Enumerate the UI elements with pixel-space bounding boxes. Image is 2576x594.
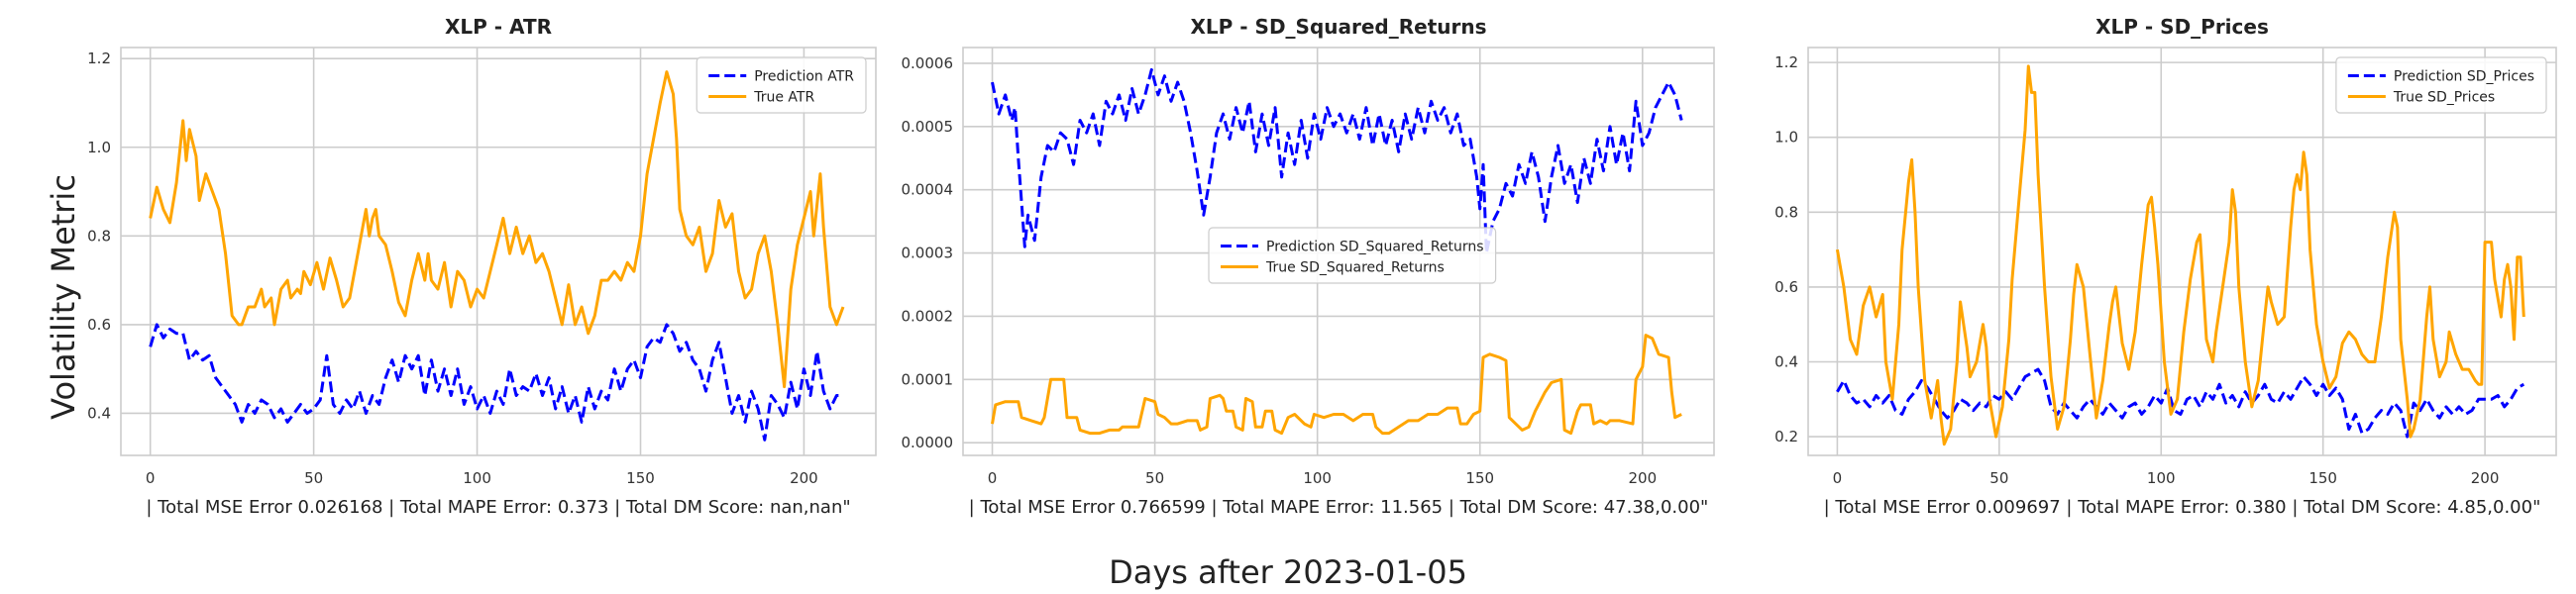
legend-box: [2335, 56, 2547, 114]
y-tick-label: 0.8: [1774, 203, 1798, 221]
plot-frame: [1807, 47, 2557, 456]
x-tick-label: 0: [1833, 469, 1843, 487]
y-tick-label: 0.8: [87, 227, 111, 245]
x-tick-label: 50: [1989, 469, 2008, 487]
x-axis-label: | Total MSE Error 0.009697 | Total MAPE …: [1824, 497, 2541, 518]
y-tick-label: 1.0: [1774, 129, 1798, 147]
x-tick-label: 0: [146, 469, 156, 487]
figure-x-axis-label: Days after 2023-01-05: [1109, 553, 1467, 591]
y-tick-label: 0.0002: [902, 307, 954, 325]
legend-label: True SD_Prices: [2393, 90, 2495, 106]
figure-y-axis-label: Volatility Metric: [45, 174, 82, 420]
series-line-prediction: [991, 67, 1683, 255]
y-tick-label: 0.0001: [902, 370, 954, 388]
x-tick-label: 100: [463, 469, 491, 487]
legend: Prediction ATR True ATR: [696, 56, 867, 114]
legend: Prediction SD_Squared_Returns True SD_Squ…: [1208, 227, 1497, 284]
legend-label: Prediction SD_Squared_Returns: [1266, 240, 1484, 255]
y-tick-label: 0.0003: [902, 245, 954, 262]
series-line-true: [991, 334, 1682, 436]
plot-frame: [120, 47, 877, 456]
legend-box: [696, 56, 867, 114]
chart-title: XLP - ATR: [445, 15, 552, 39]
x-tick-label: 50: [304, 469, 323, 487]
y-tick-label: 0.0000: [902, 434, 954, 451]
x-tick-label: 0: [988, 469, 998, 487]
series-line-true: [1835, 64, 2525, 446]
legend-label: True ATR: [753, 90, 814, 106]
legend-box: [1208, 227, 1497, 284]
y-tick-label: 1.2: [1774, 53, 1798, 71]
plot-frame: [962, 47, 1715, 456]
chart-panel-atr: 0 50 100 150 200 0.4 0.6 0.8 1.0 1.2 XLP - ATR | To…: [87, 15, 877, 518]
chart-panel-sd-squared-returns: 0 50 100 150 200 0.0000 0.0001 0.0002 0.0003 0.00…: [902, 15, 1715, 518]
series-line-true: [149, 70, 845, 389]
chart-panel-sd-prices: 0 50 100 150 200 0.2 0.4 0.6 0.8 1.0 1.2 XLP - SD_P…: [1774, 15, 2557, 518]
x-axis-label: | Total MSE Error 0.026168 | Total MAPE …: [146, 497, 850, 518]
legend-label: Prediction SD_Prices: [2394, 69, 2534, 85]
x-tick-label: 150: [1465, 469, 1494, 487]
x-tick-label: 200: [1628, 469, 1657, 487]
x-tick-label: 200: [790, 469, 818, 487]
y-tick-label: 0.0006: [902, 54, 954, 72]
y-tick-label: 1.2: [87, 50, 111, 67]
series-line-prediction: [1836, 367, 2525, 439]
y-tick-label: 0.4: [87, 404, 111, 422]
y-tick-label: 0.6: [1774, 278, 1798, 296]
x-tick-label: 100: [2147, 469, 2176, 487]
legend-label: Prediction ATR: [754, 69, 854, 85]
x-tick-label: 100: [1303, 469, 1332, 487]
x-tick-label: 150: [2308, 469, 2337, 487]
x-tick-label: 50: [1145, 469, 1164, 487]
legend: Prediction SD_Prices True SD_Prices: [2335, 56, 2547, 114]
chart-title: XLP - SD_Squared_Returns: [1190, 15, 1486, 39]
y-tick-label: 0.0005: [902, 118, 954, 136]
y-tick-label: 0.0004: [902, 181, 954, 199]
plot-area: [121, 48, 876, 455]
x-axis-label: | Total MSE Error 0.766599 | Total MAPE …: [969, 497, 1709, 518]
y-tick-label: 0.2: [1774, 428, 1798, 446]
legend-label: True SD_Squared_Returns: [1265, 260, 1445, 276]
y-tick-label: 0.4: [1774, 353, 1798, 371]
y-tick-label: 0.6: [87, 316, 111, 334]
series-line-prediction: [149, 323, 843, 442]
chart-title: XLP - SD_Prices: [2095, 15, 2269, 39]
x-tick-label: 150: [626, 469, 655, 487]
x-tick-label: 200: [2471, 469, 2500, 487]
y-tick-label: 1.0: [87, 139, 111, 156]
plot-area: [1808, 48, 2556, 455]
